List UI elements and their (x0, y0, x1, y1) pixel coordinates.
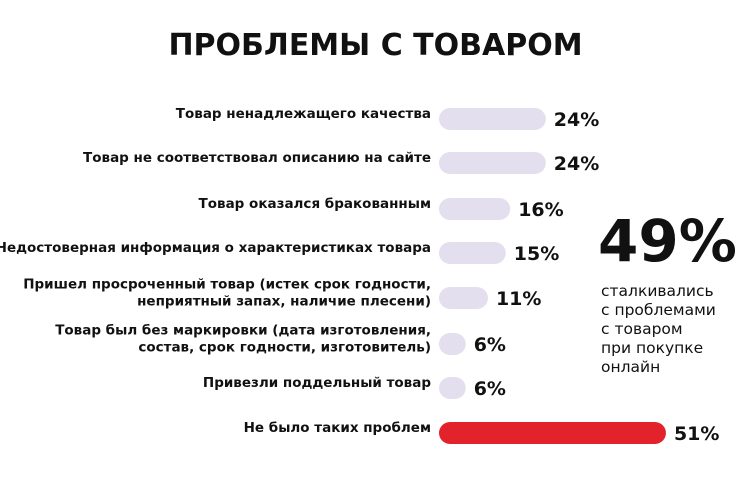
bar (439, 108, 546, 130)
bar-value-label: 24% (554, 153, 599, 175)
bar-value-label: 11% (496, 288, 541, 310)
category-label-line: Товар не соответствовал описанию на сайт… (83, 150, 431, 166)
summary-stat-caption: сталкивались с проблемами с товаром при … (601, 282, 716, 377)
bar (439, 198, 511, 220)
category-label-line: неприятный запах, наличие плесени) (137, 294, 431, 310)
category-label-line: Товар был без маркировки (дата изготовле… (55, 323, 431, 339)
bar (439, 152, 546, 174)
bar-value-label: 16% (518, 199, 563, 221)
summary-stat-caption-line: онлайн (601, 358, 661, 376)
bar (439, 422, 666, 444)
bar-value-label: 6% (474, 378, 506, 400)
bar (439, 287, 488, 309)
bar-value-label: 6% (474, 334, 506, 356)
category-label-line: Не было таких проблем (244, 420, 431, 436)
category-label-line: Пришел просроченный товар (истек срок го… (23, 277, 431, 293)
category-label: Не было таких проблем (244, 420, 431, 436)
category-label-line: Товар оказался бракованным (199, 196, 431, 212)
bar-value-label: 51% (674, 423, 719, 445)
bar-value-label: 24% (554, 109, 599, 131)
summary-stat-value: 49% (598, 207, 737, 275)
bar (439, 333, 466, 355)
chart-title: ПРОБЛЕМЫ С ТОВАРОМ (168, 28, 583, 63)
summary-stat-caption-line: при покупке (601, 339, 704, 357)
category-label: Пришел просроченный товар (истек срок го… (23, 277, 431, 310)
category-label-line: Товар ненадлежащего качества (176, 106, 431, 122)
category-label: Товар оказался бракованным (199, 196, 431, 212)
category-label: Товар был без маркировки (дата изготовле… (55, 323, 431, 356)
summary-stat-caption-line: с товаром (601, 320, 683, 338)
category-label: Товар не соответствовал описанию на сайт… (83, 150, 431, 166)
bar-value-label: 15% (514, 243, 559, 265)
summary-stat-caption-line: с проблемами (601, 301, 716, 319)
category-label-line: Недостоверная информация о характеристик… (0, 240, 431, 256)
category-label-line: состав, срок годности, изготовитель) (138, 340, 431, 356)
category-label: Товар ненадлежащего качества (176, 106, 431, 122)
category-label: Недостоверная информация о характеристик… (0, 240, 431, 256)
bar (439, 242, 506, 264)
category-label: Привезли поддельный товар (203, 375, 431, 391)
bar (439, 377, 466, 399)
summary-stat-caption-line: сталкивались (601, 282, 714, 300)
category-label-line: Привезли поддельный товар (203, 375, 431, 391)
